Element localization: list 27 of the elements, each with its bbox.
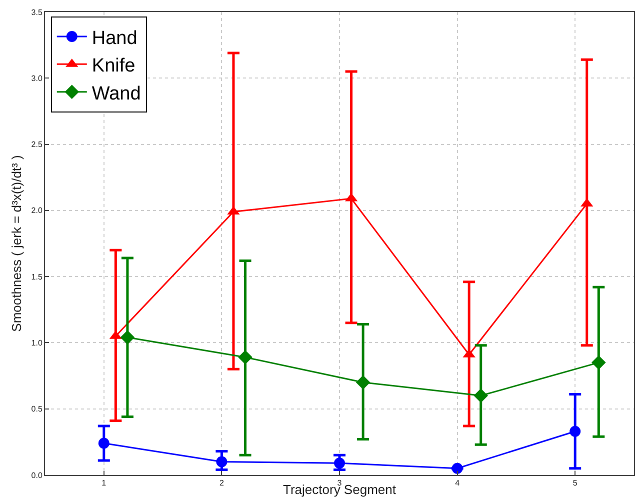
legend-label: Knife <box>92 56 136 77</box>
x-tick-label: 4 <box>455 478 460 488</box>
y-axis-title: Smoothness ( jerk = d³x(t)/dt³ ) <box>9 155 24 332</box>
y-tick-label: 1.0 <box>31 338 43 348</box>
legend-label: Hand <box>92 28 138 49</box>
point <box>570 426 581 437</box>
y-tick-label: 3.5 <box>31 8 43 17</box>
point <box>334 458 345 469</box>
y-tick-label: 0.5 <box>31 404 43 414</box>
legend-label: Wand <box>92 83 141 104</box>
point <box>592 355 606 370</box>
x-tick-label: 1 <box>102 478 107 488</box>
x-tick-label: 3 <box>337 478 342 488</box>
x-tick-label: 5 <box>572 478 578 488</box>
y-tick-label: 2.0 <box>31 206 43 216</box>
y-tick-label: 1.5 <box>31 272 43 282</box>
point <box>120 330 135 345</box>
y-tick-label: 3.0 <box>31 74 43 83</box>
point <box>452 462 463 474</box>
point <box>356 375 370 390</box>
point <box>238 350 252 364</box>
y-tick-label: 0.0 <box>31 470 43 480</box>
x-tick-label: 2 <box>219 478 224 488</box>
point <box>474 388 488 403</box>
point <box>98 438 110 449</box>
y-tick-label: 2.5 <box>31 140 43 150</box>
point <box>216 456 228 468</box>
